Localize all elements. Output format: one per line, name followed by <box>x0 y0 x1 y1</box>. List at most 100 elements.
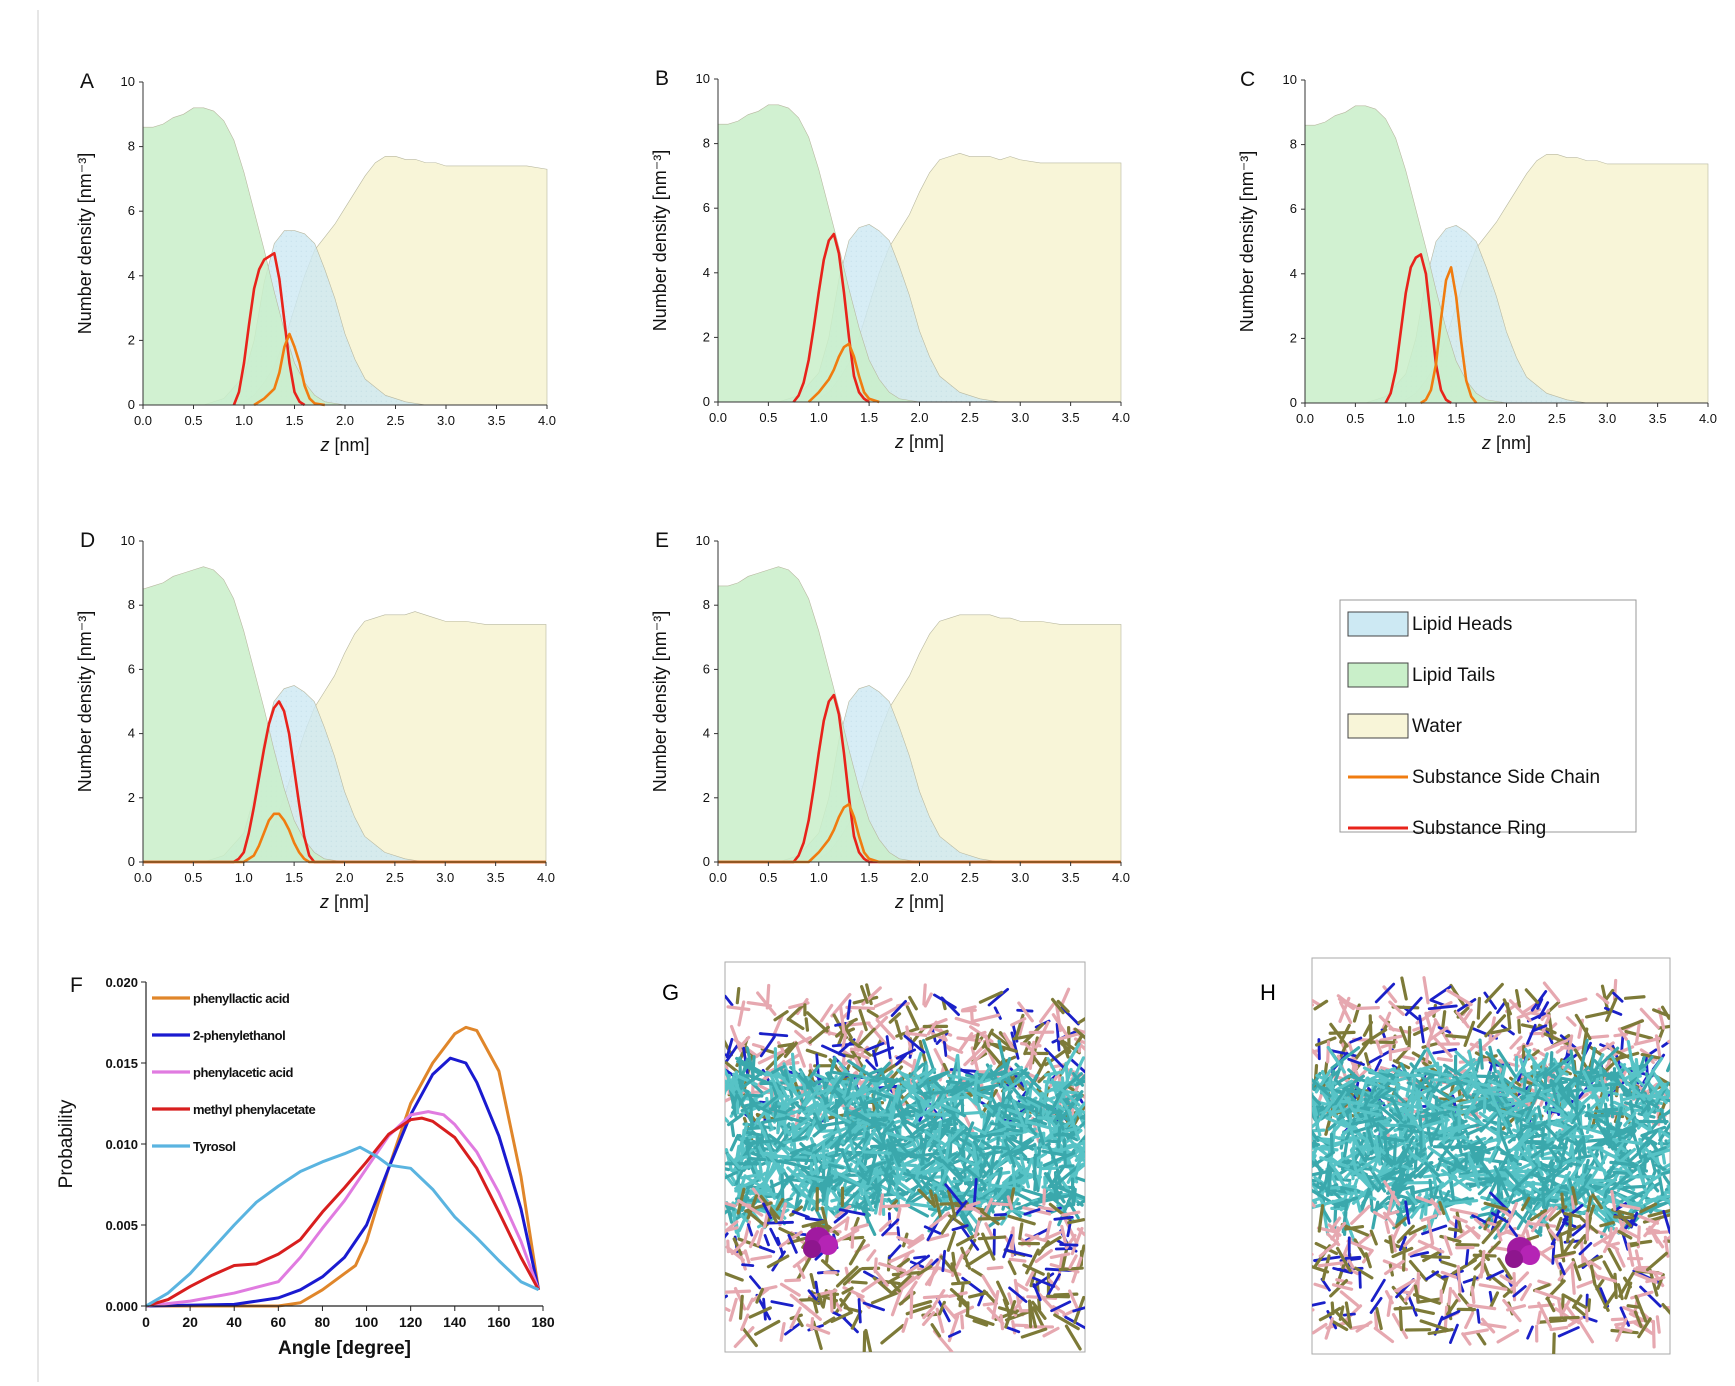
molecule-bond <box>1541 1014 1551 1032</box>
molecule-bond <box>949 1287 968 1305</box>
molecule-bond <box>1638 1184 1655 1204</box>
molecule-bond <box>1418 1114 1423 1151</box>
molecule-bond <box>943 1304 958 1320</box>
molecule-bond <box>1408 1259 1428 1282</box>
molecule-bond <box>819 1003 834 1023</box>
molecule-bond <box>1542 981 1561 1003</box>
molecule-bond <box>1321 1254 1331 1282</box>
molecule-bond <box>1483 1201 1509 1211</box>
molecule-bond <box>1369 1296 1383 1314</box>
molecule-bond <box>1353 1266 1374 1280</box>
molecule-bond <box>801 1220 825 1228</box>
molecule-bond <box>780 1169 785 1203</box>
molecule-bond <box>1034 1248 1053 1264</box>
molecule-bond <box>1545 1205 1558 1222</box>
molecule-bond <box>1645 1251 1669 1272</box>
molecule-bond <box>772 1094 790 1124</box>
x-axis-label-variable: z <box>894 892 904 912</box>
molecule-bond <box>1326 1045 1346 1074</box>
molecule-bond <box>866 1153 878 1186</box>
molecule-bond <box>832 1169 866 1189</box>
molecule-bond <box>775 1197 785 1211</box>
molecule-bond <box>1312 1301 1326 1307</box>
molecule-bond <box>1385 1190 1396 1219</box>
molecule-bond <box>1351 1116 1387 1126</box>
molecule-bond <box>1002 1134 1028 1159</box>
molecule-bond <box>1067 1218 1085 1225</box>
molecule-bond <box>1428 1026 1449 1042</box>
molecule-bond <box>1530 1140 1555 1159</box>
molecule-bond <box>1392 1137 1398 1164</box>
molecule-bond <box>971 1131 1005 1139</box>
molecule-bond <box>1383 1259 1405 1276</box>
molecule-bond <box>725 1289 752 1294</box>
x-axis-label: z [nm] <box>894 892 944 912</box>
molecule-bond <box>1056 1126 1062 1149</box>
molecule-bond <box>1001 1082 1006 1104</box>
molecule-bond <box>957 1032 974 1054</box>
molecule-bond <box>786 1002 806 1021</box>
molecule-bond <box>930 1323 942 1338</box>
molecule-bond <box>1497 1257 1513 1280</box>
molecule-bond <box>890 1134 911 1156</box>
x-tick-label: 0.0 <box>709 410 727 425</box>
molecule-bond <box>1575 1154 1593 1160</box>
molecule-bond <box>1423 1161 1441 1178</box>
molecule-bond <box>775 1124 796 1152</box>
molecule-bond <box>1485 1177 1500 1202</box>
molecule-bond <box>1574 1013 1592 1041</box>
molecule-bond <box>885 1035 892 1060</box>
molecule-bond <box>845 1005 876 1011</box>
x-tick-label: 2.0 <box>1497 411 1515 426</box>
molecule-bond <box>1000 1045 1019 1053</box>
molecule-bond <box>1316 1098 1335 1124</box>
molecule-bond <box>787 1017 805 1031</box>
legend-swatch <box>1347 662 1409 688</box>
molecule-bond <box>725 1201 736 1212</box>
molecule-bond <box>1333 1089 1346 1106</box>
molecule-bond <box>1054 1109 1065 1131</box>
molecule-bond <box>861 1116 887 1127</box>
molecule-bond <box>1439 1142 1466 1170</box>
molecule-bond <box>1025 1248 1040 1275</box>
molecule-bond <box>873 997 893 1008</box>
molecule-bond <box>1585 1111 1615 1130</box>
molecule-bond <box>1452 1172 1473 1187</box>
x-tick-label: 0.5 <box>759 870 777 885</box>
molecule-bond <box>960 1314 965 1330</box>
molecule-bond <box>1617 1027 1629 1042</box>
molecule-bond <box>746 1223 754 1237</box>
molecule-bond <box>846 999 852 1020</box>
molecule-bond <box>1581 1135 1588 1158</box>
molecule-bond <box>1007 1260 1017 1276</box>
molecule-bond <box>882 1120 895 1135</box>
molecule-bond <box>725 1081 736 1093</box>
y-tick-label: 6 <box>703 661 710 676</box>
molecule-bond <box>1496 1328 1520 1344</box>
molecule-bond <box>1586 1298 1592 1313</box>
y-tick-label: 10 <box>121 74 135 89</box>
snapshot-sticks <box>1312 976 1670 1354</box>
molecule-bond <box>981 1274 997 1299</box>
molecule-bond <box>761 1095 778 1110</box>
molecule-bond <box>1536 1310 1542 1325</box>
x-tick-label: 80 <box>315 1314 331 1330</box>
molecule-bond <box>970 1268 984 1278</box>
molecule-bond <box>1372 1163 1402 1180</box>
molecule-bond <box>1328 1030 1356 1035</box>
molecule-bond <box>1476 996 1482 1020</box>
molecule-bond <box>1404 1200 1411 1225</box>
molecule-bond <box>1496 1048 1517 1078</box>
molecule-bond <box>736 1122 749 1158</box>
molecule-bond <box>1053 1215 1074 1221</box>
molecule-bond <box>733 1326 755 1348</box>
molecule-bond <box>977 1186 995 1198</box>
molecule-bond <box>1626 1242 1635 1267</box>
molecule-bond <box>919 1129 929 1166</box>
molecule-bond <box>1586 1146 1608 1176</box>
molecule-bond <box>973 1217 982 1238</box>
molecule-bond <box>878 1262 907 1273</box>
molecule-bond <box>746 1171 767 1186</box>
membrane-snapshot-G <box>724 961 1086 1353</box>
molecule-bond <box>1664 1239 1670 1244</box>
